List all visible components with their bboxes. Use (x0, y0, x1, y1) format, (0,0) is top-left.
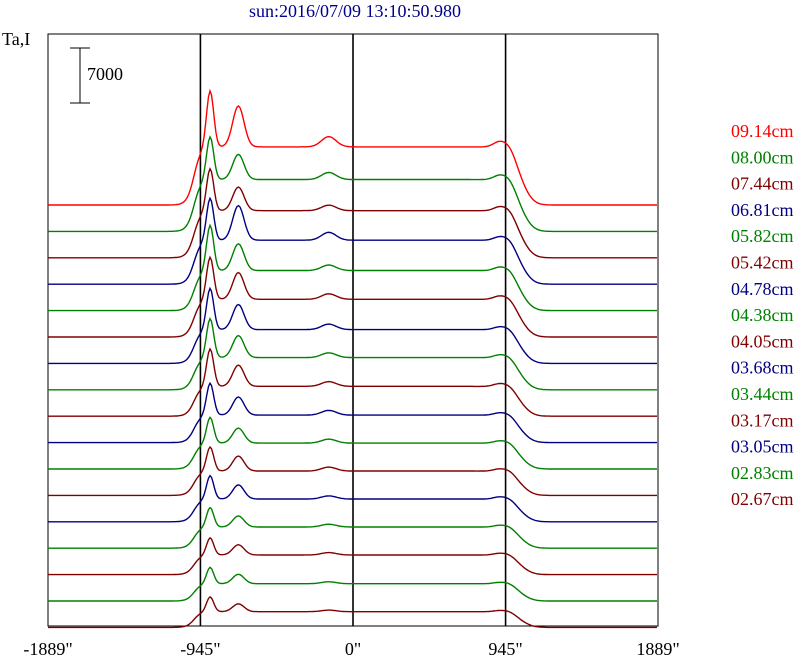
chart-title: sun:2016/07/09 13:10:50.980 (249, 1, 461, 21)
series-line (48, 223, 657, 312)
series-line (48, 88, 657, 206)
x-tick-label: 0" (345, 639, 361, 659)
series-line (48, 536, 657, 576)
x-tick-labels: -1889" -945" 0" 945" 1889" (23, 639, 679, 659)
chart-ylabel: Ta,I (2, 29, 30, 49)
scale-bar: 7000 (70, 47, 123, 104)
series-line (48, 474, 657, 523)
legend-entry: 03.44cm (731, 384, 794, 404)
legend-entry: 04.05cm (731, 331, 794, 351)
series-line (48, 445, 657, 497)
legend-entry: 04.78cm (731, 279, 794, 299)
legend-entry: 06.81cm (731, 200, 794, 220)
series-layer (48, 88, 657, 629)
legend-entry: 03.05cm (731, 437, 794, 457)
legend: 09.14cm 08.00cm 07.44cm 06.81cm 05.82cm 05.42… (731, 121, 794, 509)
legend-entry: 09.14cm (731, 121, 794, 141)
x-tick-label: -1889" (23, 639, 72, 659)
x-tick-label: -945" (180, 639, 220, 659)
legend-entry: 03.68cm (731, 358, 794, 378)
series-line (48, 317, 657, 391)
legend-entry: 02.67cm (731, 489, 794, 509)
series-line (48, 381, 657, 444)
series-line (48, 347, 657, 417)
series-line (48, 506, 657, 549)
series-line (48, 135, 657, 233)
legend-entry: 05.42cm (731, 253, 794, 273)
legend-entry: 05.82cm (731, 226, 794, 246)
series-line (48, 286, 657, 365)
legend-entry: 07.44cm (731, 174, 794, 194)
x-tick-label: 1889" (636, 639, 679, 659)
series-line (48, 566, 657, 602)
series-line (48, 167, 657, 259)
series-line (48, 196, 657, 285)
series-line (48, 416, 657, 470)
legend-entry: 08.00cm (731, 147, 794, 167)
legend-entry: 03.17cm (731, 410, 794, 430)
scale-bar-label: 7000 (87, 64, 123, 84)
legend-entry: 04.38cm (731, 305, 794, 325)
x-tick-label: 945" (488, 639, 522, 659)
series-line (48, 255, 657, 338)
series-line (48, 595, 657, 629)
legend-entry: 02.83cm (731, 463, 794, 483)
